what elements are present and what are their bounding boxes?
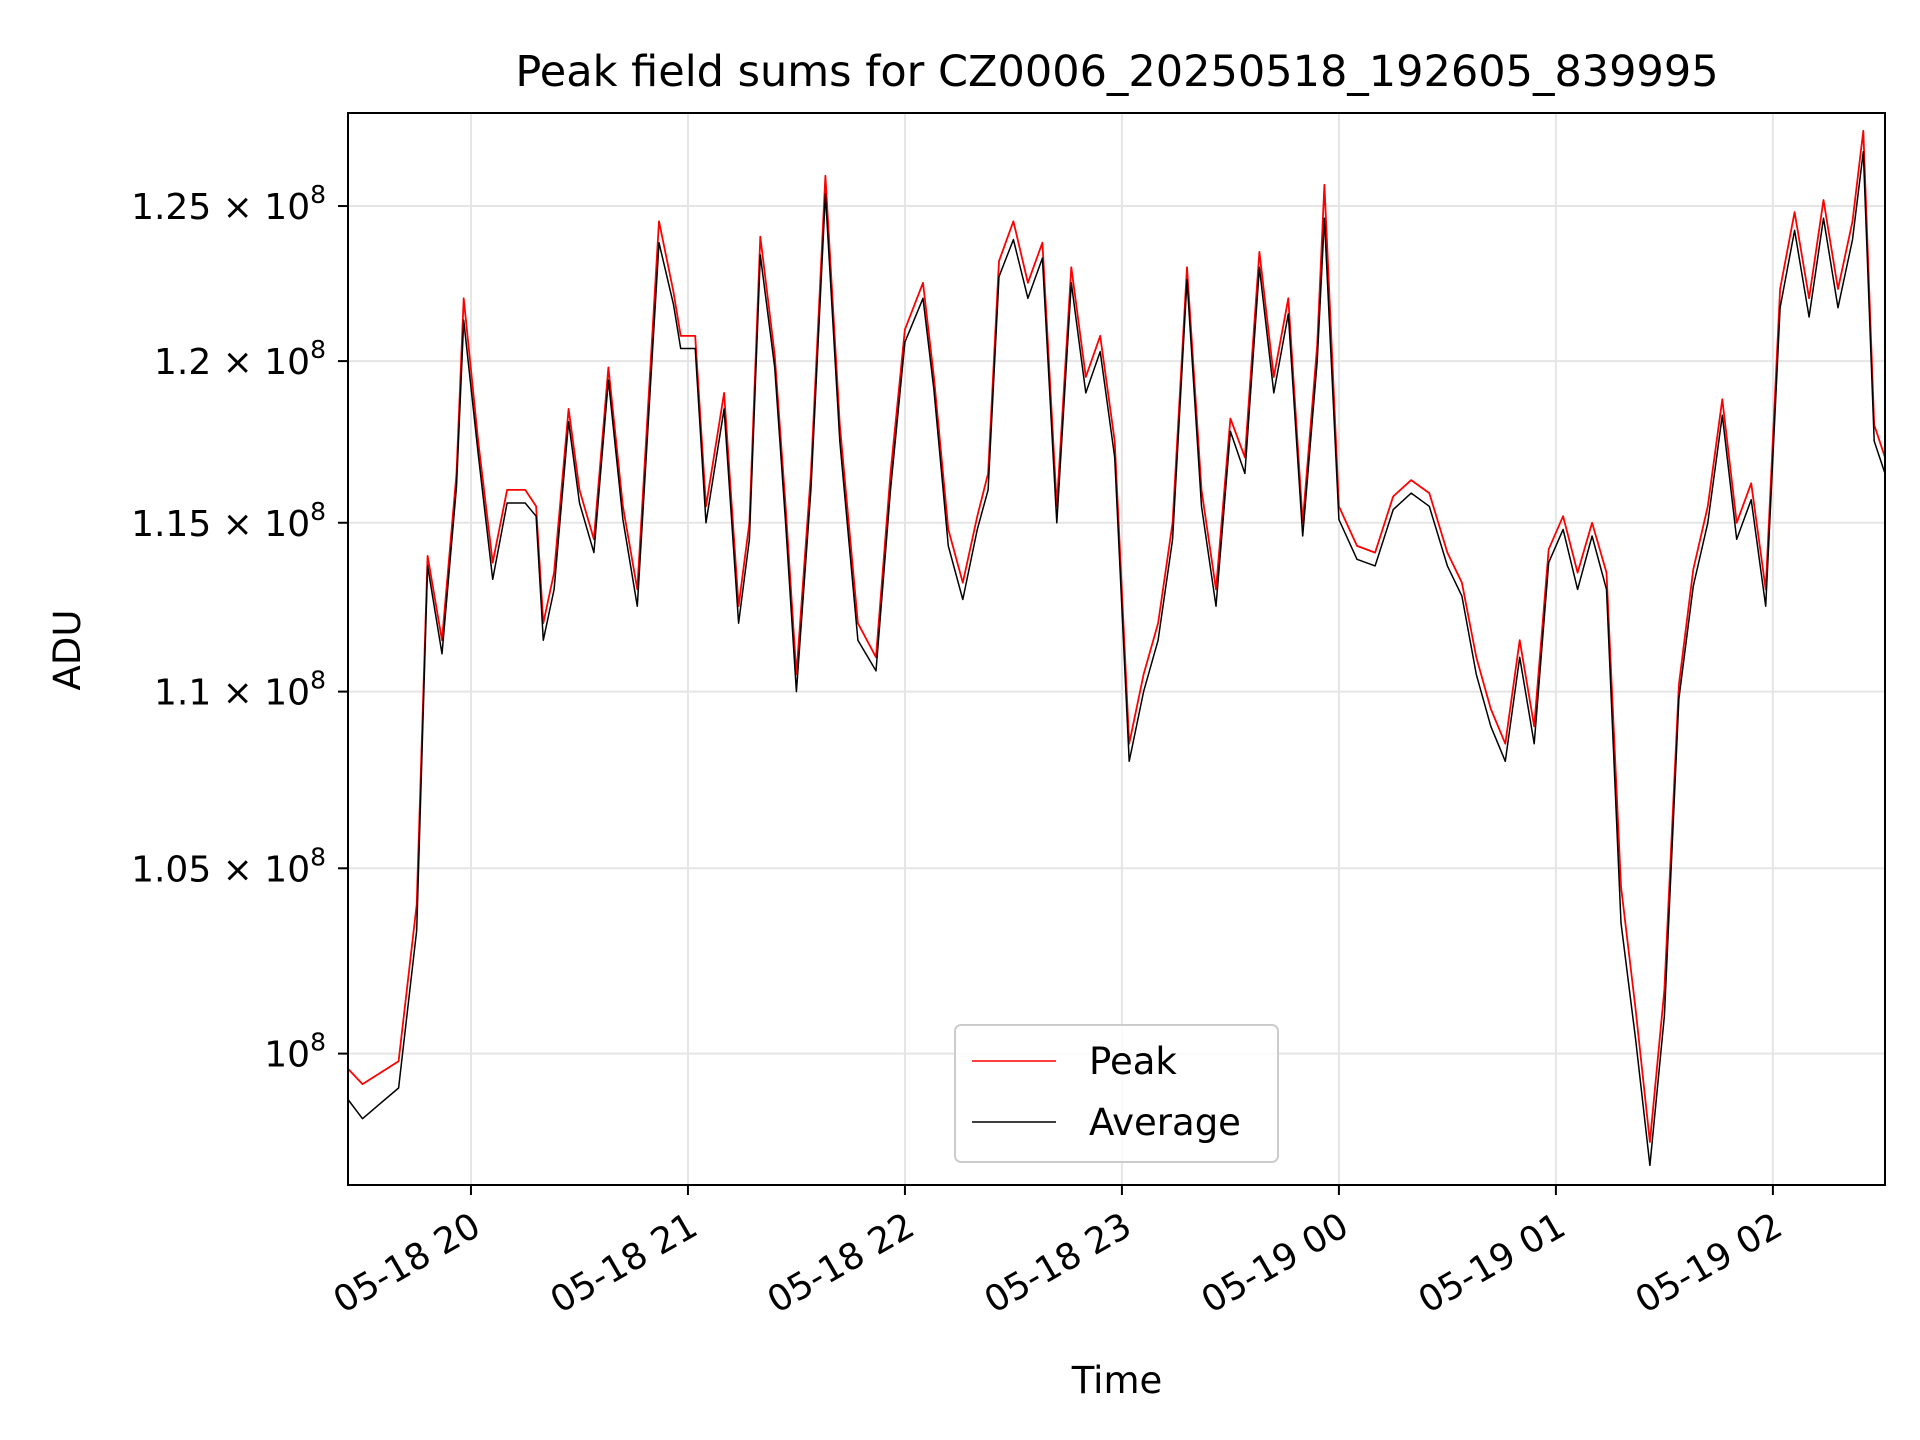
series-line-average bbox=[347, 150, 1886, 1167]
y-tick-label: 108 bbox=[264, 1028, 326, 1076]
y-tick-base: 1.2 × 10 bbox=[154, 342, 310, 383]
legend-label-peak: Peak bbox=[1089, 1040, 1177, 1083]
y-tick-label: 1.1 × 108 bbox=[154, 666, 326, 714]
series-line-peak bbox=[347, 129, 1886, 1143]
legend: Peak Average bbox=[954, 1024, 1279, 1163]
y-tick-exponent: 8 bbox=[310, 497, 326, 526]
y-tick-label: 1.15 × 108 bbox=[131, 497, 326, 545]
y-tick-base: 1.25 × 10 bbox=[131, 187, 310, 228]
y-tick-exponent: 8 bbox=[310, 842, 326, 871]
y-tick-label: 1.25 × 108 bbox=[131, 180, 326, 228]
chart-title: Peak field sums for CZ0006_20250518_1926… bbox=[515, 47, 1718, 97]
y-tick-base: 1.1 × 10 bbox=[154, 673, 310, 714]
y-tick-exponent: 8 bbox=[310, 1028, 326, 1057]
y-tick-exponent: 8 bbox=[310, 335, 326, 364]
legend-box bbox=[954, 1024, 1279, 1163]
x-axis-label: Time bbox=[1071, 1359, 1163, 1402]
plot-frame bbox=[347, 112, 1886, 1186]
y-tick-base: 1.05 × 10 bbox=[131, 849, 310, 890]
y-tick-label: 1.05 × 108 bbox=[131, 842, 326, 890]
grid-lines bbox=[348, 113, 1885, 1185]
y-axis-label: ADU bbox=[46, 610, 89, 691]
y-tick-base: 10 bbox=[264, 1035, 310, 1076]
y-tick-exponent: 8 bbox=[310, 180, 326, 209]
series-layer bbox=[347, 129, 1886, 1167]
legend-label-average: Average bbox=[1089, 1101, 1241, 1144]
y-tick-base: 1.15 × 10 bbox=[131, 504, 310, 545]
y-tick-exponent: 8 bbox=[310, 666, 326, 695]
y-tick-label: 1.2 × 108 bbox=[154, 335, 326, 383]
